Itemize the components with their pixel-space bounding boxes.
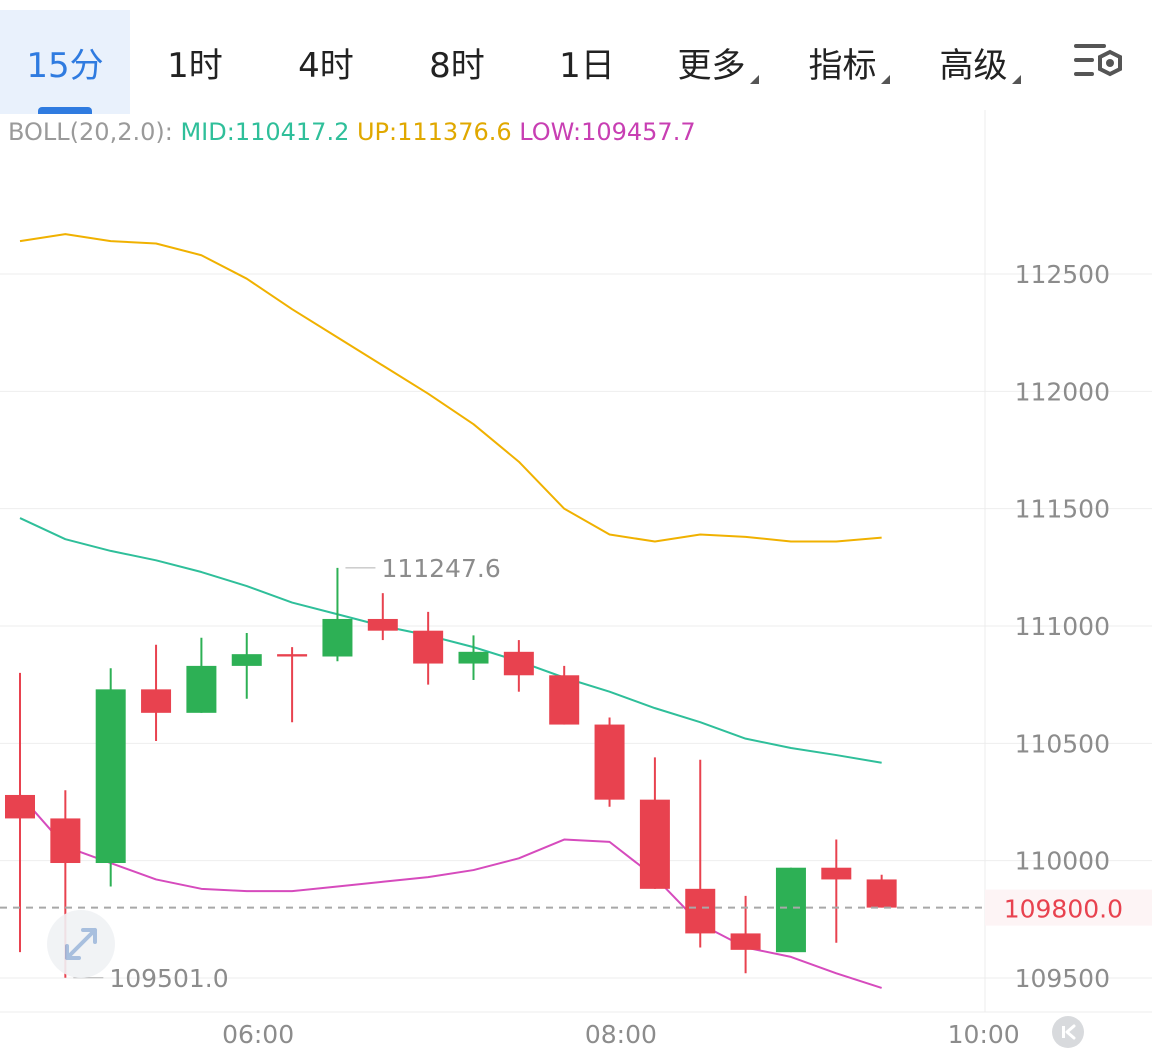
boll-mid-line [19, 517, 882, 764]
tab-label: 指标 [808, 45, 877, 86]
y-tick-label: 110000 [1015, 847, 1110, 876]
boll-label: BOLL(20,2.0): [8, 118, 173, 146]
tab-label: 更多 [677, 45, 746, 86]
y-tick-label: 111000 [1015, 612, 1110, 641]
max-price-annotation: 111247.6 [381, 554, 500, 583]
candle-body-up [95, 689, 126, 864]
candle-body-up [458, 651, 489, 664]
tab-1d[interactable]: 1日 [522, 10, 652, 114]
boll-mid-value: MID:110417.2 [180, 118, 350, 146]
current-price-badge [985, 889, 1152, 926]
tab-advanced[interactable]: 高级 [914, 10, 1046, 114]
y-tick-label: 111500 [1015, 495, 1110, 524]
candle-body-down [277, 654, 308, 657]
tab-more[interactable]: 更多 [652, 10, 784, 114]
candle-body-down [141, 689, 172, 713]
tab-label: 1日 [559, 45, 615, 86]
tab-4h[interactable]: 4时 [260, 10, 392, 114]
tab-1h[interactable]: 1时 [130, 10, 260, 114]
y-tick-label: 112000 [1015, 377, 1110, 406]
min-price-annotation: 109501.0 [109, 964, 228, 993]
candle-body-down [549, 675, 580, 725]
tab-indicators[interactable]: 指标 [784, 10, 914, 114]
y-tick-label: 110500 [1015, 729, 1110, 758]
boll-up-value: UP:111376.6 [356, 118, 512, 146]
candle-body-down [639, 799, 670, 889]
tab-8h[interactable]: 8时 [392, 10, 522, 114]
candle-body-down [367, 618, 398, 631]
candle-body-down [5, 794, 35, 819]
candle-body-down [50, 818, 81, 864]
x-tick-label: 08:00 [585, 1020, 657, 1049]
candle-body-up [231, 654, 262, 666]
tab-label: 8时 [429, 45, 485, 86]
y-tick-label: 109500 [1015, 964, 1110, 993]
candle-body-down [503, 651, 534, 676]
boll-low-value: LOW:109457.7 [519, 118, 696, 146]
tab-label: 4时 [298, 45, 354, 86]
candle-body-down [594, 724, 625, 800]
candle-body-up [322, 618, 353, 657]
candle-body-down [413, 630, 444, 664]
candle-body-up [775, 867, 806, 953]
tab-label: 1时 [167, 45, 223, 86]
boll-indicator-legend: BOLL(20,2.0): MID:110417.2 UP:111376.6 L… [8, 118, 696, 146]
x-tick-label: 06:00 [222, 1020, 294, 1049]
boll-low-line [19, 794, 882, 989]
expand-arrows-icon[interactable] [47, 910, 115, 978]
candle-body-up [186, 665, 217, 713]
candlestick-chart[interactable]: 112500 112000 111500 111000 110500 110000 1095… [0, 110, 1152, 1061]
candle-body-down [730, 933, 761, 950]
back-to-latest-icon[interactable] [1052, 1016, 1084, 1048]
candle-body-down [821, 867, 852, 880]
boll-up-line [19, 233, 882, 543]
current-price-label: 109800.0 [1004, 895, 1123, 924]
settings-gear-icon[interactable] [1072, 40, 1128, 84]
candle-body-down [685, 888, 716, 934]
dropdown-triangle-icon [880, 75, 890, 84]
timeframe-tab-bar: 15分 1时 4时 8时 1日 更多 指标 高级 [0, 0, 1152, 114]
dropdown-triangle-icon [749, 75, 759, 84]
tab-15min[interactable]: 15分 [0, 10, 130, 114]
active-tab-indicator [38, 107, 92, 114]
dropdown-triangle-icon [1011, 75, 1021, 84]
tab-label: 高级 [939, 45, 1008, 86]
candle-body-down [866, 879, 897, 908]
x-tick-label: 10:00 [948, 1020, 1020, 1049]
tab-label: 15分 [26, 45, 104, 86]
y-tick-label: 112500 [1015, 260, 1110, 289]
